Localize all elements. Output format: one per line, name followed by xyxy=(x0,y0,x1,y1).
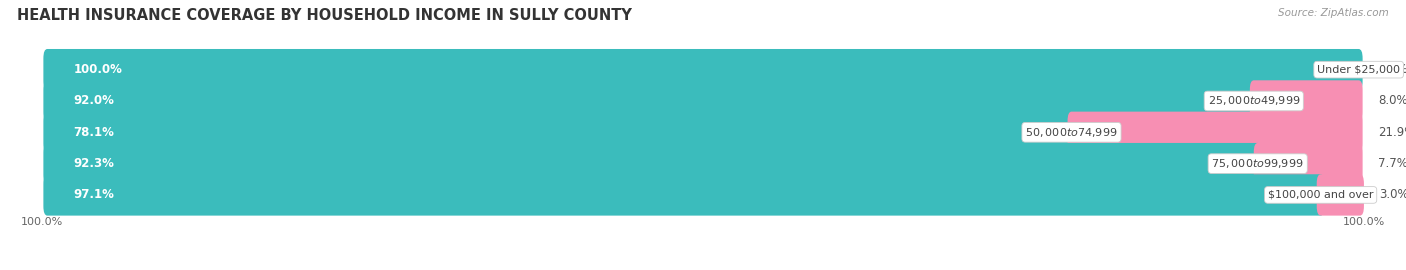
Text: 21.9%: 21.9% xyxy=(1378,126,1406,139)
FancyBboxPatch shape xyxy=(44,174,1362,216)
Text: 78.1%: 78.1% xyxy=(73,126,114,139)
Text: 8.0%: 8.0% xyxy=(1378,94,1406,107)
FancyBboxPatch shape xyxy=(1254,143,1362,184)
Text: Under $25,000: Under $25,000 xyxy=(1317,65,1400,75)
FancyBboxPatch shape xyxy=(44,80,1362,122)
Text: 97.1%: 97.1% xyxy=(73,188,114,201)
FancyBboxPatch shape xyxy=(1317,174,1364,216)
Text: 100.0%: 100.0% xyxy=(73,63,122,76)
Text: $75,000 to $99,999: $75,000 to $99,999 xyxy=(1212,157,1303,170)
Text: $100,000 and over: $100,000 and over xyxy=(1268,190,1374,200)
FancyBboxPatch shape xyxy=(44,174,1324,216)
Text: HEALTH INSURANCE COVERAGE BY HOUSEHOLD INCOME IN SULLY COUNTY: HEALTH INSURANCE COVERAGE BY HOUSEHOLD I… xyxy=(17,8,631,23)
Text: 0.0%: 0.0% xyxy=(1378,63,1406,76)
FancyBboxPatch shape xyxy=(44,143,1261,184)
FancyBboxPatch shape xyxy=(44,80,1258,122)
FancyBboxPatch shape xyxy=(44,49,1362,90)
Text: 100.0%: 100.0% xyxy=(1343,217,1385,227)
Text: Source: ZipAtlas.com: Source: ZipAtlas.com xyxy=(1278,8,1389,18)
Text: 7.7%: 7.7% xyxy=(1378,157,1406,170)
FancyBboxPatch shape xyxy=(1250,80,1362,122)
FancyBboxPatch shape xyxy=(44,49,1362,90)
Text: $50,000 to $74,999: $50,000 to $74,999 xyxy=(1025,126,1118,139)
FancyBboxPatch shape xyxy=(44,112,1362,153)
Text: 3.0%: 3.0% xyxy=(1379,188,1406,201)
FancyBboxPatch shape xyxy=(44,112,1076,153)
Text: 92.0%: 92.0% xyxy=(73,94,114,107)
FancyBboxPatch shape xyxy=(44,143,1362,184)
Text: 92.3%: 92.3% xyxy=(73,157,114,170)
Text: 100.0%: 100.0% xyxy=(21,217,63,227)
Text: $25,000 to $49,999: $25,000 to $49,999 xyxy=(1208,94,1301,107)
FancyBboxPatch shape xyxy=(1067,112,1362,153)
